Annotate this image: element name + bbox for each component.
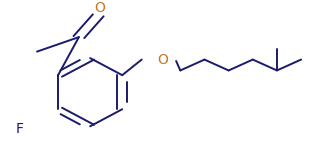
Text: O: O <box>157 53 168 67</box>
Text: F: F <box>15 122 23 136</box>
Text: O: O <box>94 1 105 15</box>
